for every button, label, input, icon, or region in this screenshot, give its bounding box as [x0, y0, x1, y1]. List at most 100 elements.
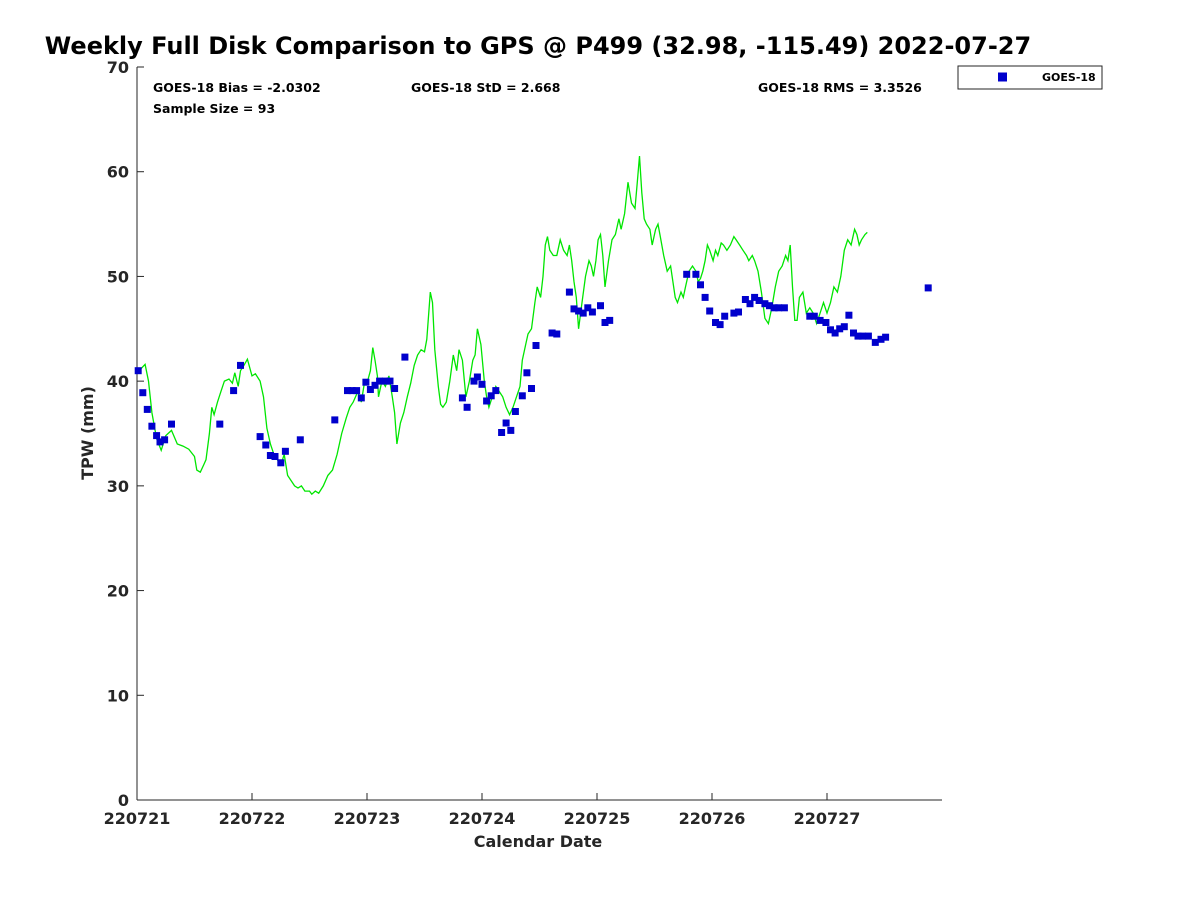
goes-18-point	[822, 319, 830, 326]
legend-marker	[998, 72, 1007, 82]
goes-18-point	[816, 316, 824, 324]
goes-18-point	[692, 270, 700, 278]
x-tick-label: 220727	[794, 809, 861, 828]
goes-18-point	[565, 288, 573, 296]
goes-18-point	[463, 403, 471, 411]
goes-18-point	[134, 367, 142, 375]
goes-18-point	[730, 309, 738, 317]
goes-18-point	[523, 369, 531, 377]
x-tick-label: 220721	[104, 809, 171, 828]
goes-18-point	[492, 387, 500, 395]
y-axis-label: TPW (mm)	[78, 386, 97, 480]
goes-18-point	[741, 296, 749, 303]
goes-18-point	[262, 441, 270, 449]
goes-18-point	[570, 305, 578, 313]
goes-18-point	[864, 332, 872, 340]
goes-18-point	[548, 329, 556, 337]
goes-18-point	[601, 319, 609, 326]
goes-18-point	[806, 312, 814, 320]
y-tick-label: 50	[107, 267, 129, 286]
goes-18-point	[780, 304, 788, 312]
goes-18-point	[331, 416, 339, 424]
y-tick-label: 70	[107, 58, 129, 77]
goes-18-point	[761, 300, 769, 308]
goes-18-point	[371, 381, 379, 389]
goes-18-point	[473, 373, 481, 381]
goes-18-point	[256, 433, 264, 441]
goes-18-point	[606, 316, 614, 324]
goes-18-point	[511, 408, 519, 415]
goes-18-point	[775, 304, 783, 312]
legend: GOES-18	[957, 65, 1103, 90]
goes-18-point	[401, 353, 409, 361]
goes-18-point	[483, 397, 491, 405]
goes-18-point	[721, 312, 729, 320]
goes-18-point	[683, 270, 691, 278]
goes-18-point	[755, 297, 763, 304]
sample-size-stat: Sample Size = 93	[153, 101, 275, 116]
goes-18-point	[697, 281, 704, 289]
goes-18-point	[751, 293, 759, 301]
goes-18-point	[487, 392, 495, 400]
goes-18-point	[716, 321, 724, 329]
y-tick-label: 40	[107, 372, 129, 391]
goes-18-point	[877, 335, 885, 343]
goes-18-point	[266, 452, 274, 459]
goes-18-point	[478, 380, 486, 388]
goes-18-point	[161, 436, 169, 444]
goes-18-point	[391, 385, 399, 392]
y-tick-label: 10	[107, 686, 129, 705]
goes-18-point	[770, 304, 778, 312]
goes-18-point	[706, 307, 714, 315]
goes-18-series	[134, 270, 932, 467]
goes-18-point	[271, 453, 279, 460]
goes-18-point	[168, 420, 175, 428]
goes-18-point	[366, 386, 374, 393]
goes-18-point	[139, 389, 147, 397]
goes-18-point	[701, 293, 709, 301]
goes-18-point	[840, 323, 848, 331]
x-axis-ticks: 220721 220722 220723 220724 220725 220726 2207…	[104, 793, 861, 828]
y-tick-label: 20	[107, 582, 129, 601]
goes-18-point	[143, 405, 151, 413]
std-stat: GOES-18 StD = 2.668	[411, 80, 560, 95]
goes-18-point	[575, 307, 583, 315]
goes-18-point	[281, 447, 289, 455]
goes-18-point	[859, 332, 867, 340]
goes-18-point	[153, 432, 161, 440]
goes-18-point	[924, 284, 932, 292]
goes-18-point	[386, 377, 394, 385]
goes-18-point	[882, 333, 890, 341]
goes-18-point	[850, 329, 857, 337]
goes-18-point	[502, 419, 510, 427]
goes-18-point	[237, 361, 244, 369]
y-axis-ticks: 0 10 20 30 40 50 60 70	[107, 58, 144, 810]
goes-18-point	[746, 300, 754, 308]
y-tick-label: 60	[107, 163, 129, 182]
goes-18-point	[518, 392, 526, 400]
rms-stat: GOES-18 RMS = 3.3526	[758, 80, 922, 95]
goes-18-point	[362, 378, 370, 386]
x-tick-label: 220725	[564, 809, 631, 828]
bias-stat: GOES-18 Bias = -2.0302	[153, 80, 321, 95]
goes-18-point	[871, 338, 879, 346]
goes-18-point	[836, 325, 844, 333]
x-tick-label: 220724	[449, 809, 516, 828]
goes-18-point	[357, 394, 365, 402]
y-tick-label: 0	[118, 791, 129, 810]
goes-18-point	[810, 312, 818, 320]
gps-series	[136, 155, 868, 496]
goes-18-point	[579, 309, 587, 317]
gps-series-line	[136, 155, 868, 496]
y-tick-label: 30	[107, 477, 129, 496]
chart-title: Weekly Full Disk Comparison to GPS @ P49…	[45, 32, 1031, 60]
goes-18-point	[230, 387, 238, 395]
goes-18-point	[458, 394, 466, 402]
goes-18-point	[507, 426, 515, 434]
x-tick-label: 220726	[679, 809, 746, 828]
x-tick-label: 220722	[219, 809, 286, 828]
goes-18-point	[296, 436, 304, 444]
goes-18-point	[376, 377, 384, 385]
goes-18-point	[216, 420, 224, 428]
